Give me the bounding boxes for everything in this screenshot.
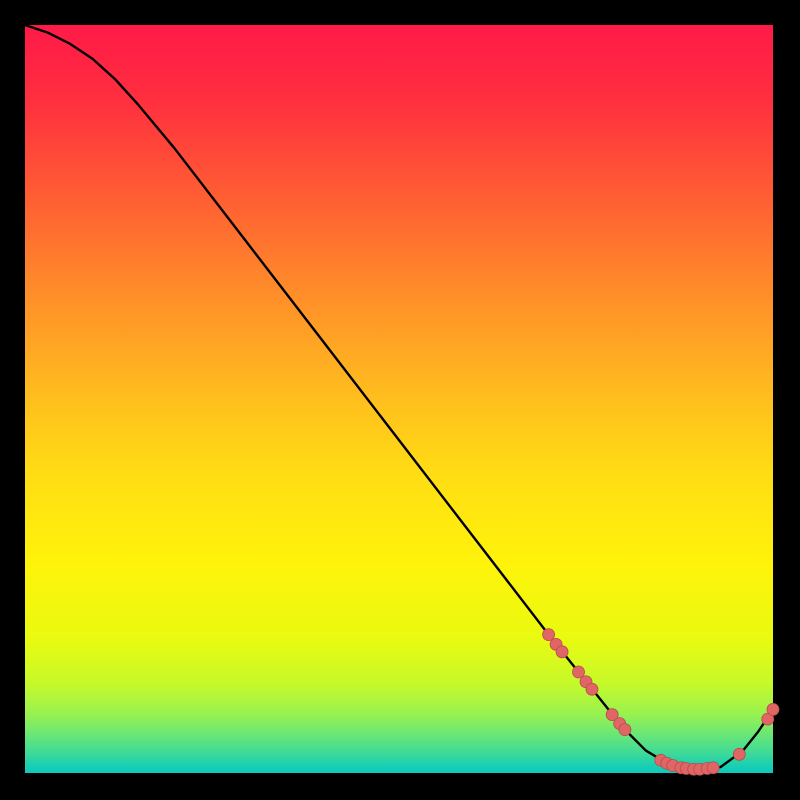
data-marker [767,703,779,715]
data-marker [556,646,568,658]
data-marker [707,762,719,774]
data-marker [619,724,631,736]
data-marker [586,683,598,695]
data-marker [573,666,585,678]
data-marker [733,748,745,760]
data-marker [543,629,555,641]
chart-svg [0,0,800,800]
bottleneck-chart: TheBottleneck.com [0,0,800,800]
